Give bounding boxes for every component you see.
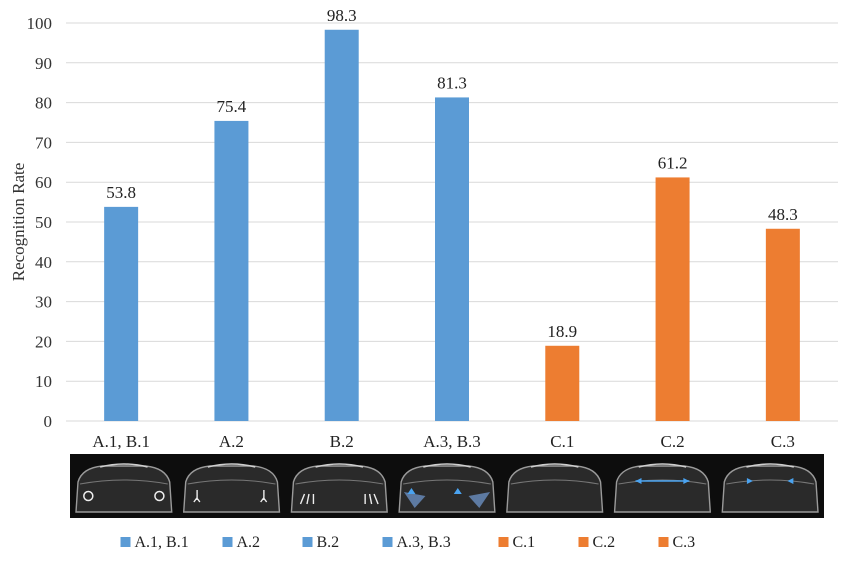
y-tick-label: 70 — [35, 133, 52, 152]
data-label: 53.8 — [106, 183, 136, 202]
car-lamp-triangle-icon — [398, 463, 496, 513]
y-tick-label: 20 — [35, 332, 52, 351]
y-tick-label: 50 — [35, 213, 52, 232]
bars — [104, 29, 800, 422]
bar — [435, 97, 469, 422]
legend: A.1, B.1 A.2 B.2 A.3, B.3 C.1 C.2 C.3 — [120, 534, 696, 551]
bar — [765, 228, 800, 421]
legend-entry: C.2 — [593, 534, 616, 551]
y-tick-labels: 0 10 20 30 40 50 60 70 80 90 100 — [27, 14, 53, 431]
y-tick-label: 10 — [35, 372, 52, 391]
y-tick-label: 60 — [35, 173, 52, 192]
y-tick-label: 30 — [35, 293, 52, 312]
car-lamp-pedestrian-icon — [182, 463, 281, 513]
category-label: C.2 — [661, 432, 685, 451]
category-label: A.2 — [219, 432, 244, 451]
car-lamp-crosswalk-icon — [290, 463, 388, 513]
data-label: 81.3 — [437, 73, 467, 92]
car-lamp-arrows-in-icon — [721, 463, 819, 513]
y-tick-label: 90 — [35, 54, 52, 73]
car-lamp-arrows-icon — [613, 463, 712, 513]
car-lamp-plain-icon — [506, 463, 604, 513]
legend-swatch — [382, 537, 393, 547]
legend-swatch — [302, 537, 313, 547]
category-label: C.3 — [771, 432, 795, 451]
category-labels: A.1, B.1 A.2 B.2 A.3, B.3 C.1 C.2 C.3 — [92, 432, 795, 451]
legend-swatch — [498, 537, 509, 547]
category-label: A.3, B.3 — [423, 432, 481, 451]
legend-entry: A.1, B.1 — [135, 534, 189, 551]
legend-entry: C.3 — [673, 534, 696, 551]
bar — [324, 29, 359, 422]
data-label: 18.9 — [547, 322, 577, 341]
category-label: A.1, B.1 — [92, 432, 150, 451]
y-tick-label: 0 — [44, 412, 53, 431]
category-label: B.2 — [330, 432, 354, 451]
y-tick-label: 40 — [35, 253, 52, 272]
legend-entry: B.2 — [317, 534, 340, 551]
y-axis-title: Recognition Rate — [9, 163, 28, 282]
category-label: C.1 — [550, 432, 574, 451]
car-lamp-wheel-icon — [75, 463, 173, 513]
data-labels: 53.8 75.4 98.3 81.3 18.9 61.2 48.3 — [106, 6, 797, 341]
legend-entry: A.3, B.3 — [397, 534, 451, 551]
legend-swatch — [222, 537, 233, 547]
car-image-strip — [70, 454, 824, 518]
data-label: 61.2 — [658, 153, 688, 172]
bar — [214, 120, 249, 422]
legend-swatch — [120, 537, 131, 547]
legend-entry: C.1 — [513, 534, 536, 551]
data-label: 98.3 — [327, 6, 357, 25]
legend-swatch — [658, 537, 669, 547]
bar — [655, 177, 690, 421]
bar — [104, 206, 139, 421]
data-label: 75.4 — [217, 97, 247, 116]
bar — [545, 345, 580, 421]
legend-entry: A.2 — [237, 534, 261, 551]
y-tick-label: 80 — [35, 94, 52, 113]
legend-swatch — [578, 537, 589, 547]
y-tick-label: 100 — [27, 14, 53, 33]
data-label: 48.3 — [768, 205, 798, 224]
